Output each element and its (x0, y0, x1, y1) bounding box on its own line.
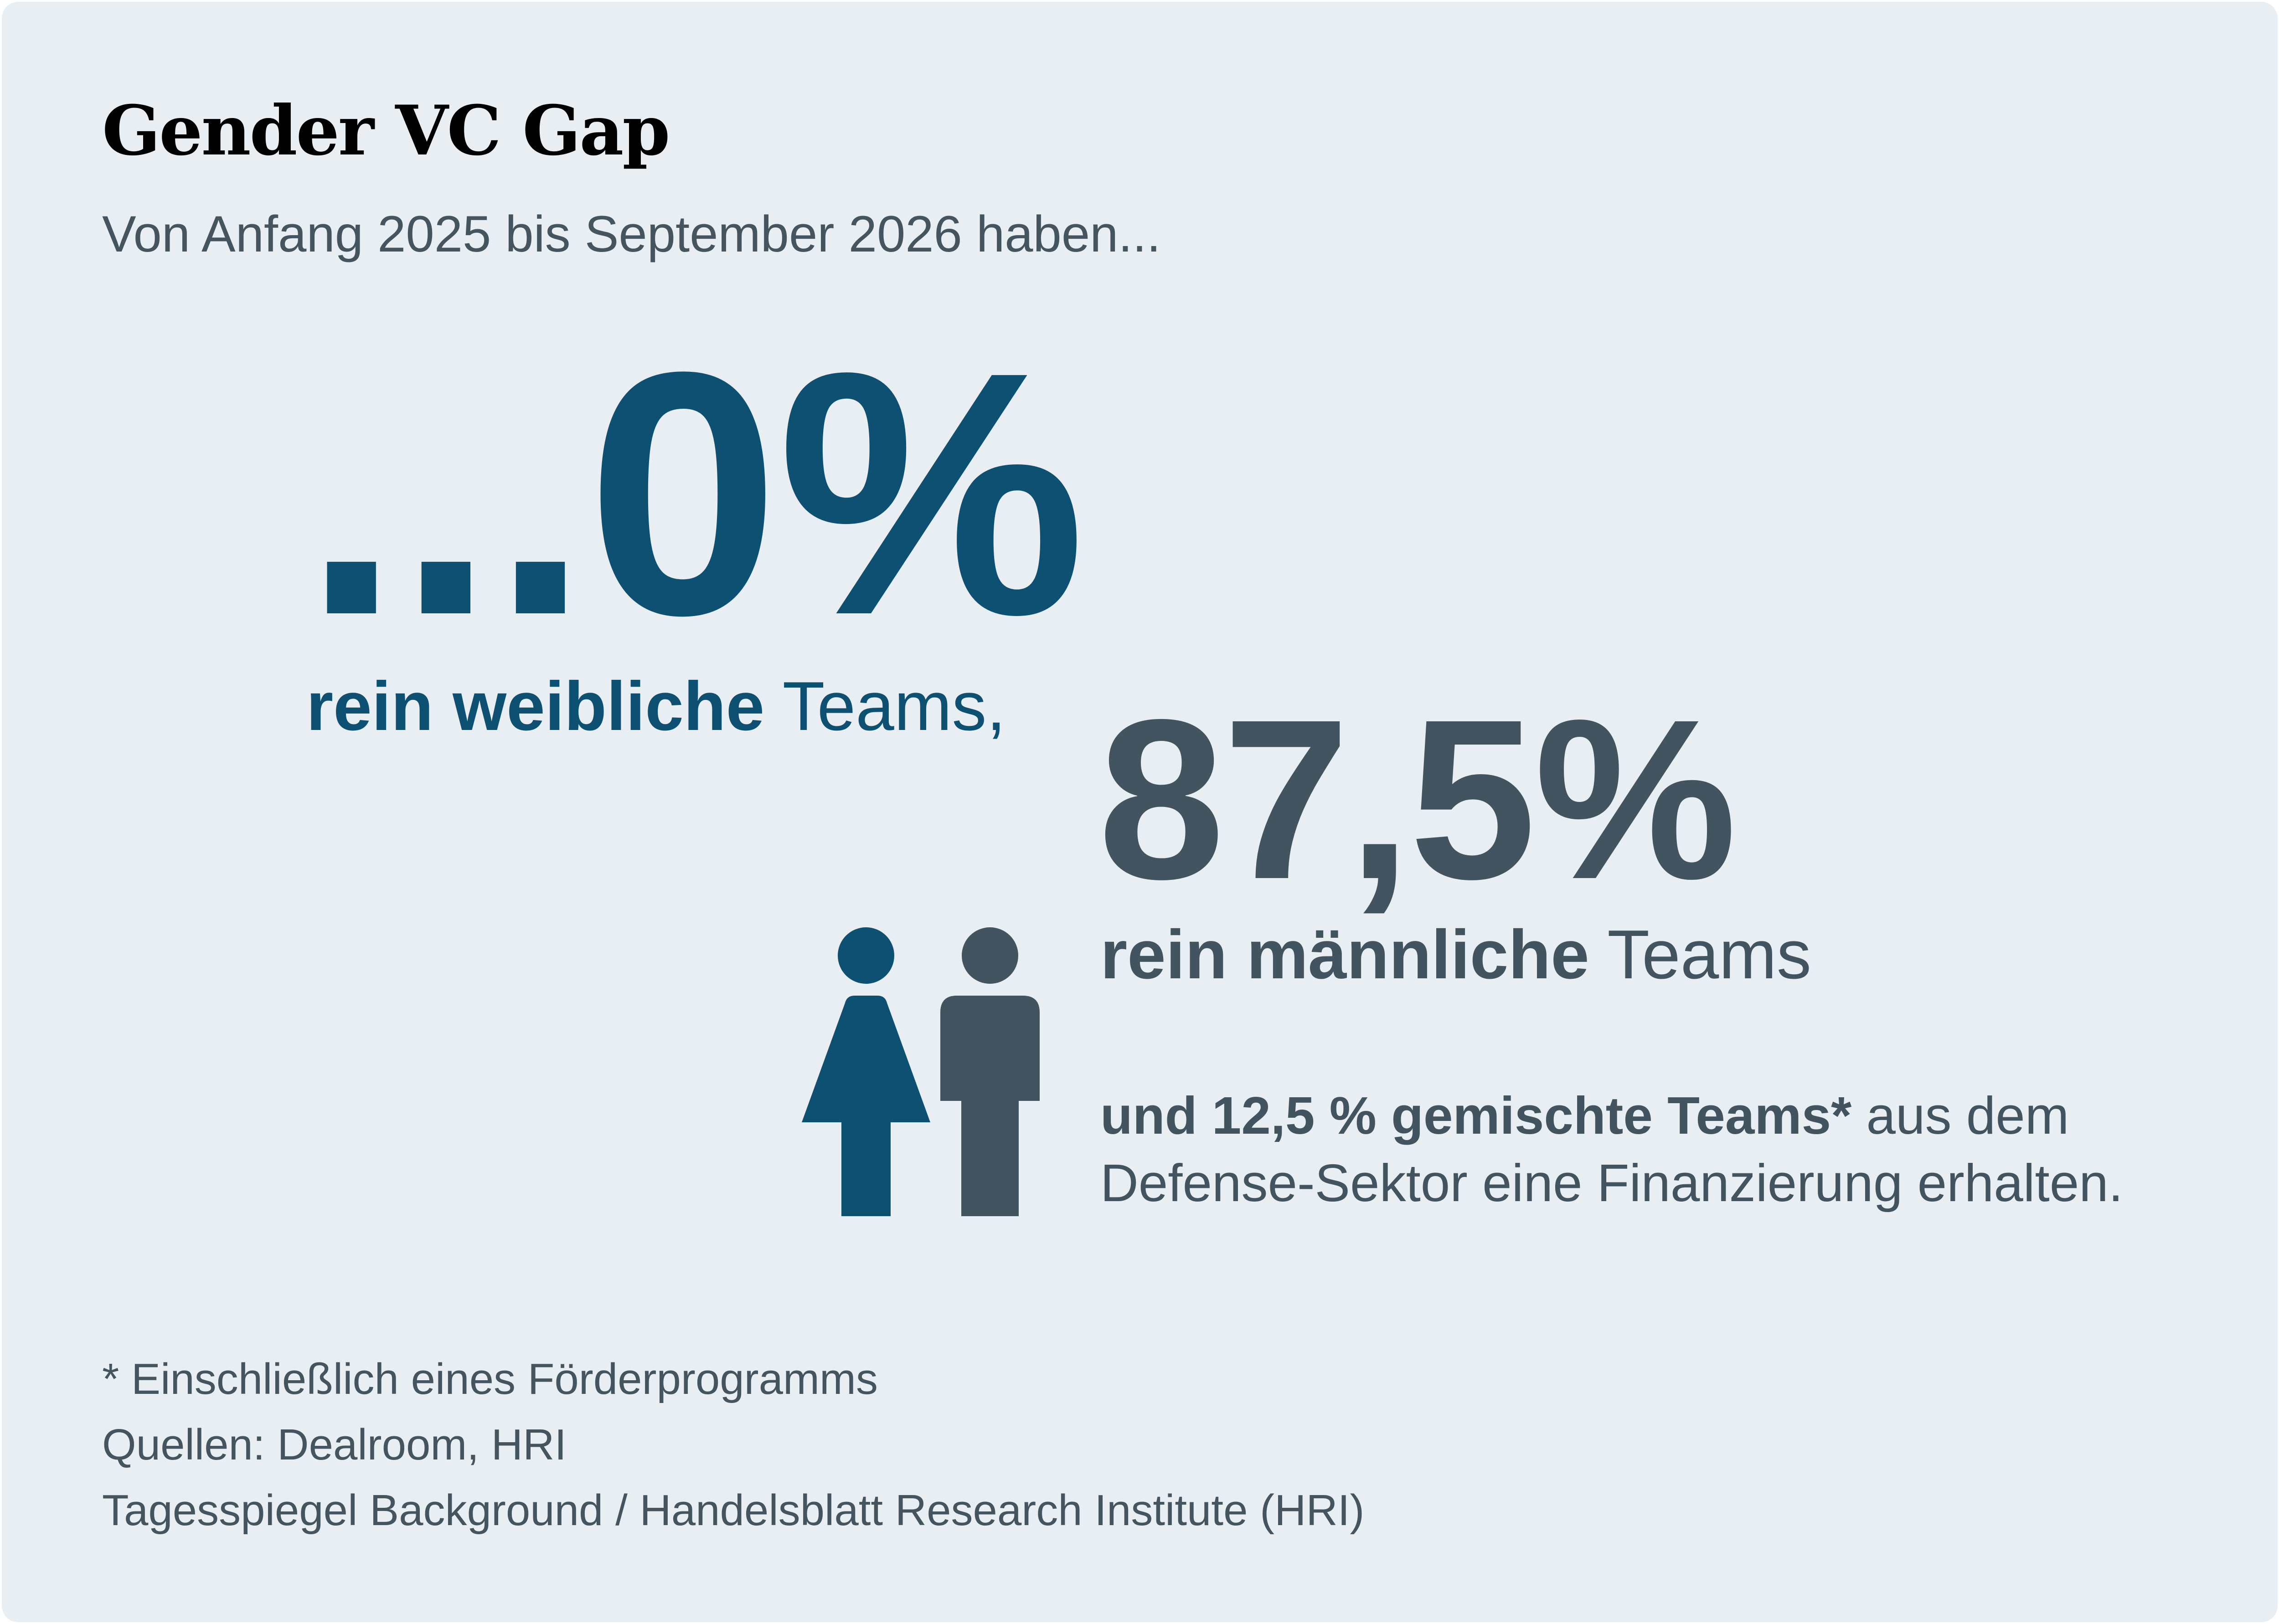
female-teams-label-rest: Teams, (764, 668, 1006, 745)
chart-title: Gender VC Gap (102, 91, 670, 171)
male-teams-value: 87,5% (1098, 672, 1737, 926)
credit: Tagesspiegel Background / Handelsblatt R… (102, 1486, 1365, 1535)
mixed-teams-text: und 12,5 % gemischte Teams* aus dem Defe… (1100, 1082, 2123, 1217)
woman-icon (802, 927, 930, 1216)
people-icons (802, 927, 1040, 1216)
chart-subtitle: Von Anfang 2025 bis September 2026 haben… (102, 206, 1161, 262)
female-teams-label-bold: rein weibliche (306, 668, 765, 745)
male-teams-label-rest: Teams (1589, 916, 1811, 993)
mixed-teams-line-2: Defense-Sektor eine Finanzierung erhalte… (1100, 1153, 2123, 1213)
man-icon (940, 927, 1040, 1216)
mixed-teams-bold: und 12,5 % gemischte Teams* (1100, 1086, 1852, 1145)
female-teams-value: ...0% (304, 300, 1086, 687)
male-teams-label-bold: rein männliche (1100, 916, 1589, 993)
female-teams-label: rein weibliche Teams, (306, 672, 1006, 741)
mixed-teams-rest: aus dem (1851, 1086, 2069, 1145)
male-teams-label: rein männliche Teams (1100, 920, 1811, 989)
footnote: * Einschließlich eines Förderprogramms (102, 1355, 878, 1403)
sources: Quellen: Dealroom, HRI (102, 1420, 567, 1469)
mixed-teams-line-1: und 12,5 % gemischte Teams* aus dem (1100, 1082, 2123, 1149)
